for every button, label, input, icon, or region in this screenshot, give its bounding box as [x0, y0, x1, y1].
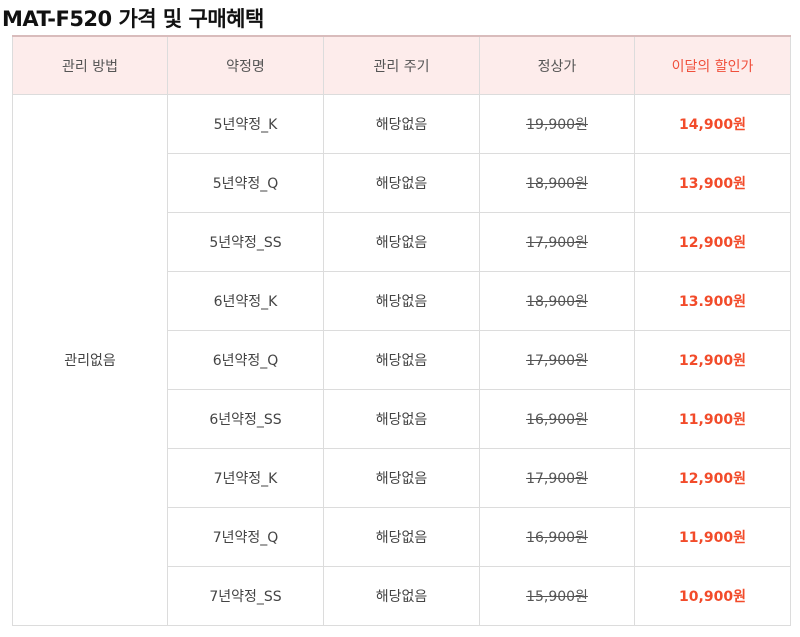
management-cycle: 해당없음: [323, 448, 480, 508]
column-header: 관리 주기: [323, 35, 480, 95]
plan-name: 6년약정_K: [167, 271, 324, 331]
discount-price: 12,900원: [634, 448, 791, 508]
table-row: 7년약정_K 해당없음 17,900원 12,900원: [13, 448, 791, 508]
management-cycle: 해당없음: [323, 330, 480, 390]
regular-price: 16,900원: [479, 389, 635, 449]
plan-name: 7년약정_SS: [167, 566, 324, 626]
table-row: 7년약정_Q 해당없음 16,900원 11,900원: [13, 507, 791, 567]
page-title: MAT-F520 가격 및 구매혜택: [2, 7, 264, 31]
regular-price: 17,900원: [479, 212, 635, 272]
plan-name: 6년약정_SS: [167, 389, 324, 449]
management-cycle: 해당없음: [323, 389, 480, 449]
column-header: 이달의 할인가: [634, 35, 791, 95]
plan-name: 5년약정_K: [167, 94, 324, 154]
header-row: 관리 방법 약정명 관리 주기 정상가 이달의 할인가: [12, 35, 791, 95]
table-row: 6년약정_K 해당없음 18,900원 13.900원: [13, 271, 791, 331]
management-cycle: 해당없음: [323, 94, 480, 154]
plan-name: 6년약정_Q: [167, 330, 324, 390]
discount-price: 12,900원: [634, 212, 791, 272]
table-body: 관리없음 5년약정_K 해당없음 19,900원 14,900원 5년약정_Q 해당없음 18…: [12, 94, 791, 626]
plan-name: 5년약정_SS: [167, 212, 324, 272]
management-cycle: 해당없음: [323, 153, 480, 213]
discount-price: 13.900원: [634, 271, 791, 331]
table-row: 5년약정_Q 해당없음 18,900원 13,900원: [13, 153, 791, 213]
management-cycle: 해당없음: [323, 212, 480, 272]
plan-name: 5년약정_Q: [167, 153, 324, 213]
discount-price: 12,900원: [634, 330, 791, 390]
plan-name: 7년약정_Q: [167, 507, 324, 567]
regular-price: 18,900원: [479, 271, 635, 331]
management-cycle: 해당없음: [323, 271, 480, 331]
discount-price: 11,900원: [634, 507, 791, 567]
table-row: 7년약정_SS 해당없음 15,900원 10,900원: [13, 566, 791, 626]
price-table: 관리 방법 약정명 관리 주기 정상가 이달의 할인가 관리없음 5년약정_K 해당없음 19…: [12, 35, 791, 626]
regular-price: 15,900원: [479, 566, 635, 626]
column-header: 관리 방법: [12, 35, 168, 95]
plan-name: 7년약정_K: [167, 448, 324, 508]
regular-price: 19,900원: [479, 94, 635, 154]
table-row: 6년약정_SS 해당없음 16,900원 11,900원: [13, 389, 791, 449]
table-row: 6년약정_Q 해당없음 17,900원 12,900원: [13, 330, 791, 390]
management-method: 관리없음: [12, 94, 168, 626]
discount-price: 11,900원: [634, 389, 791, 449]
regular-price: 16,900원: [479, 507, 635, 567]
management-cycle: 해당없음: [323, 507, 480, 567]
discount-price: 14,900원: [634, 94, 791, 154]
regular-price: 17,900원: [479, 330, 635, 390]
discount-price: 10,900원: [634, 566, 791, 626]
discount-price: 13,900원: [634, 153, 791, 213]
regular-price: 17,900원: [479, 448, 635, 508]
table-row: 관리없음 5년약정_K 해당없음 19,900원 14,900원: [12, 94, 791, 626]
table-row: 5년약정_SS 해당없음 17,900원 12,900원: [13, 212, 791, 272]
regular-price: 18,900원: [479, 153, 635, 213]
column-header: 약정명: [167, 35, 324, 95]
management-cycle: 해당없음: [323, 566, 480, 626]
column-header: 정상가: [479, 35, 635, 95]
